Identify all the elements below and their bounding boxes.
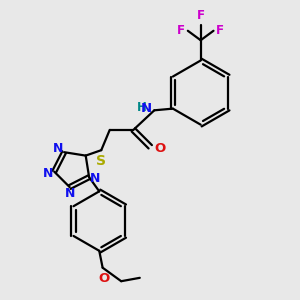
Text: N: N [43, 167, 53, 180]
Text: N: N [141, 102, 152, 115]
Text: H: H [137, 101, 147, 114]
Text: F: F [197, 9, 205, 22]
Text: N: N [90, 172, 101, 185]
Text: S: S [96, 154, 106, 167]
Text: F: F [177, 24, 185, 37]
Text: O: O [154, 142, 166, 155]
Text: O: O [99, 272, 110, 285]
Text: N: N [53, 142, 63, 154]
Text: F: F [216, 24, 224, 37]
Text: N: N [64, 187, 75, 200]
